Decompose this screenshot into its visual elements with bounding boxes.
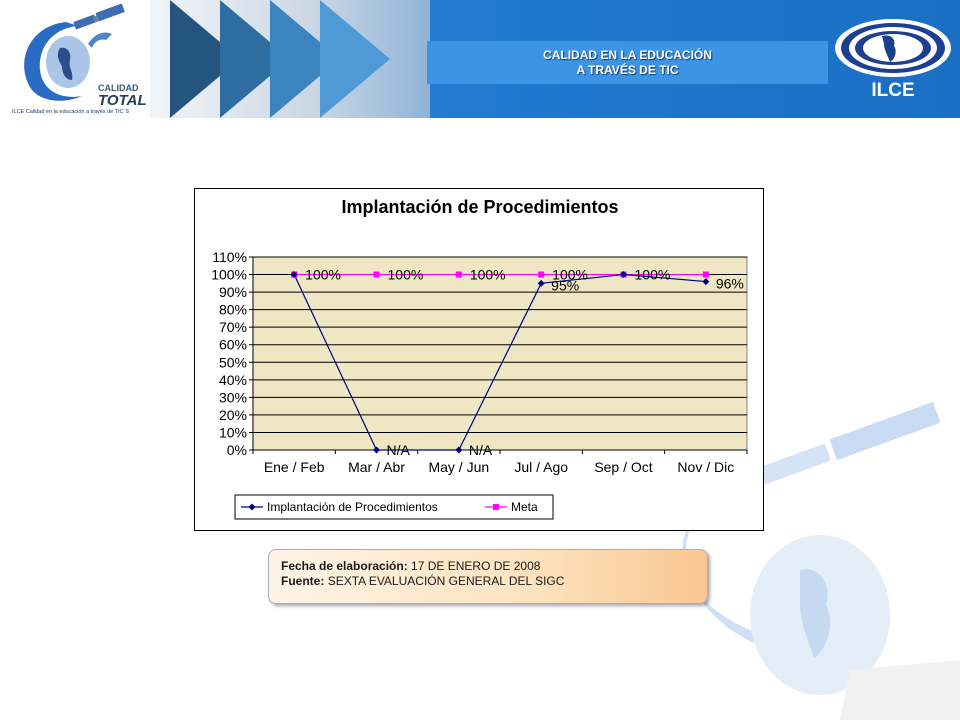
y-tick-label: 30% xyxy=(219,389,247,405)
banner-title-line2: A TRAVÉS DE TIC xyxy=(576,62,679,77)
x-tick-label: May / Jun xyxy=(428,459,489,475)
chevron-decoration xyxy=(320,0,390,118)
chart-panel: Implantación de Procedimientos 0% 10% 20% 3… xyxy=(194,188,764,531)
data-point-meta xyxy=(702,271,709,278)
data-label-meta: 100% xyxy=(635,267,671,283)
legend-label-implantacion: Implantación de Procedimientos xyxy=(267,500,438,514)
data-point-meta xyxy=(373,271,380,278)
y-tick-label: 70% xyxy=(219,319,247,335)
y-tick-label: 10% xyxy=(219,424,247,440)
info-box: Fecha de elaboración: 17 DE ENERO DE 200… xyxy=(268,549,708,604)
ilce-logo-text: ILCE xyxy=(871,80,915,101)
y-tick-label: 60% xyxy=(219,337,247,353)
data-point-implantacion xyxy=(537,279,545,287)
ilce-logo: ILCE xyxy=(832,16,954,106)
data-label-implantacion: N/A xyxy=(387,442,411,458)
y-tick-label: 90% xyxy=(219,284,247,300)
y-tick-label: 110% xyxy=(212,249,247,265)
data-point-implantacion xyxy=(455,446,463,454)
info-fecha-row: Fecha de elaboración: 17 DE ENERO DE 200… xyxy=(281,559,695,574)
data-point-implantacion xyxy=(290,271,298,279)
y-tick-label: 80% xyxy=(219,302,247,318)
banner-title: CALIDAD EN LA EDUCACIÓN A TRAVÉS DE TIC xyxy=(427,41,828,84)
x-tick-label: Jul / Ago xyxy=(514,459,568,475)
data-label-meta: 100% xyxy=(470,267,506,283)
fuente-value: SEXTA EVALUACIÓN GENERAL DEL SIGC xyxy=(327,574,565,588)
line-chart: Implantación de Procedimientos 0% 10%20% 3… xyxy=(211,197,748,520)
watermark-decoration xyxy=(600,400,960,720)
banner-title-line1: CALIDAD EN LA EDUCACIÓN xyxy=(543,47,712,62)
logo-left-word1: CALIDAD xyxy=(98,83,139,93)
calidad-total-logo: CALIDAD TOTAL ILCE Calidad en la educaci… xyxy=(8,3,156,116)
data-point-implantacion xyxy=(702,278,710,286)
data-point-meta xyxy=(538,271,545,278)
fecha-label: Fecha de elaboración: xyxy=(281,559,408,573)
y-tick-label: 20% xyxy=(219,407,247,423)
data-label-meta: 100% xyxy=(305,267,341,283)
plot-area xyxy=(252,256,748,451)
data-label-implantacion: N/A xyxy=(469,442,493,458)
legend-marker-implantacion xyxy=(248,503,256,511)
header-banner: CALIDAD TOTAL ILCE Calidad en la educaci… xyxy=(0,0,960,118)
y-tick-label: 0% xyxy=(227,442,247,458)
fuente-label: Fuente: xyxy=(281,574,325,588)
data-label-implantacion: 95% xyxy=(551,277,579,293)
fecha-value: 17 DE ENERO DE 2008 xyxy=(411,559,541,573)
logo-left-word2: TOTAL xyxy=(98,92,147,109)
data-label-meta: 100% xyxy=(388,267,424,283)
data-point-implantacion xyxy=(373,446,380,454)
legend-marker-meta xyxy=(493,504,499,510)
info-fuente-row: Fuente: SEXTA EVALUACIÓN GENERAL DEL SIG… xyxy=(281,574,695,589)
chart-title: Implantación de Procedimientos xyxy=(341,197,618,217)
x-tick-label: Sep / Oct xyxy=(594,459,652,475)
x-tick-label: Mar / Abr xyxy=(348,459,405,475)
series-line-implantacion xyxy=(293,273,706,451)
y-tick-label: 100% xyxy=(211,267,247,283)
x-tick-label: Nov / Dic xyxy=(677,459,734,475)
data-label-implantacion: 96% xyxy=(716,276,744,292)
data-label-meta: 100% xyxy=(552,267,588,283)
y-tick-label: 50% xyxy=(219,354,247,370)
data-point-implantacion xyxy=(620,271,627,279)
data-point-meta xyxy=(455,271,462,278)
logo-left-tagline: ILCE Calidad en la educación a través de… xyxy=(12,109,129,115)
y-tick-label: 40% xyxy=(219,372,247,388)
legend-label-meta: Meta xyxy=(511,500,538,514)
x-tick-label: Ene / Feb xyxy=(264,459,325,475)
